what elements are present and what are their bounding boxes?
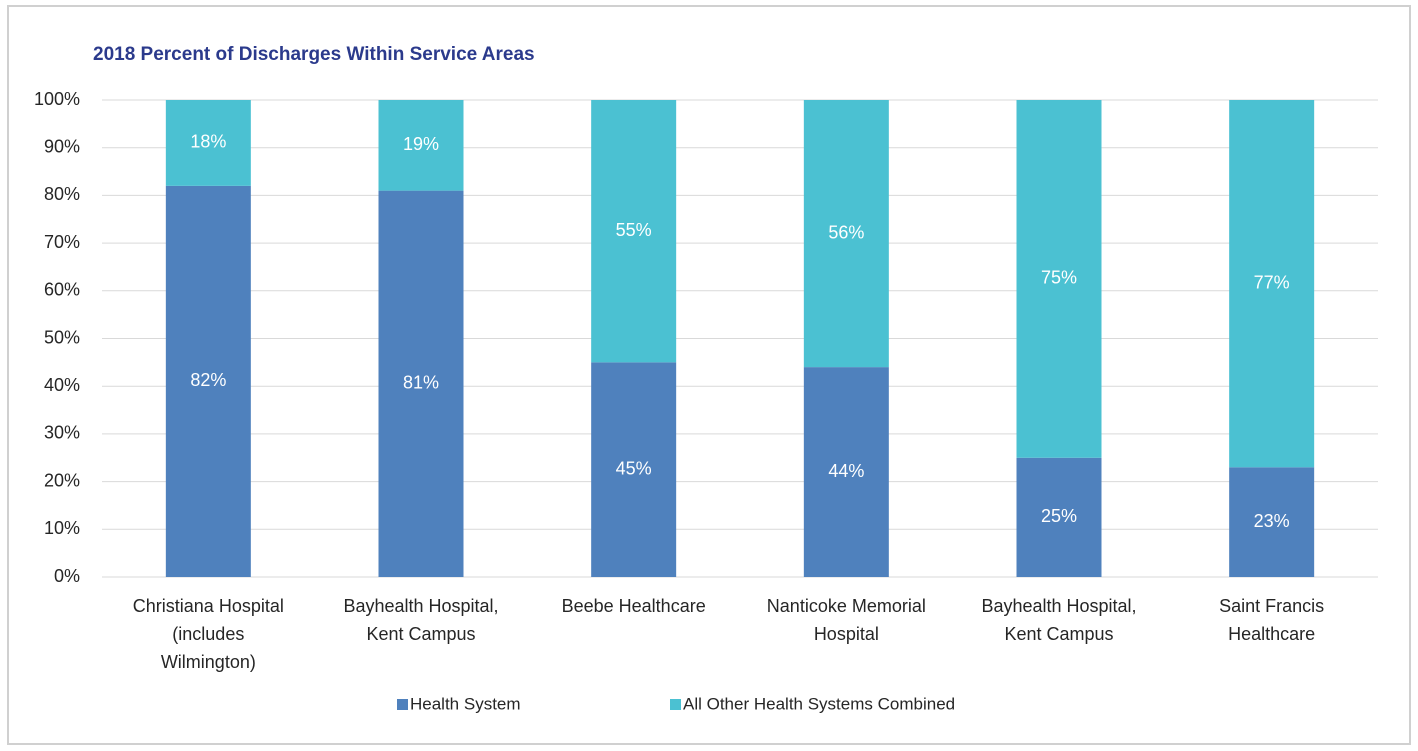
bar-segment xyxy=(378,190,464,577)
legend-swatch xyxy=(670,699,681,710)
bar-segment xyxy=(165,185,251,578)
data-label: 56% xyxy=(828,222,864,242)
bar-segment xyxy=(1229,467,1315,577)
y-tick-label: 100% xyxy=(34,89,80,109)
x-tick-label: Healthcare xyxy=(1228,624,1315,644)
y-tick-label: 50% xyxy=(44,327,80,347)
y-tick-label: 0% xyxy=(54,566,80,586)
x-tick-label: Bayhealth Hospital, xyxy=(981,596,1136,616)
legend-label: All Other Health Systems Combined xyxy=(683,694,955,713)
x-tick-label: Christiana Hospital xyxy=(133,596,284,616)
data-label: 55% xyxy=(616,220,652,240)
x-tick-label: Beebe Healthcare xyxy=(562,596,706,616)
y-tick-label: 70% xyxy=(44,232,80,252)
x-tick-label: Nanticoke Memorial xyxy=(767,596,926,616)
data-label: 44% xyxy=(828,461,864,481)
y-tick-label: 30% xyxy=(44,423,80,443)
data-label: 19% xyxy=(403,134,439,154)
x-tick-label: Hospital xyxy=(814,624,879,644)
x-tick-label: Saint Francis xyxy=(1219,596,1324,616)
x-tick-label: (includes xyxy=(172,624,244,644)
y-tick-label: 20% xyxy=(44,470,80,490)
data-label: 23% xyxy=(1254,511,1290,531)
bar-segment xyxy=(1229,100,1315,468)
data-label: 75% xyxy=(1041,268,1077,288)
bar-segment xyxy=(1016,457,1102,577)
chart-title: 2018 Percent of Discharges Within Servic… xyxy=(93,44,535,65)
bar-segment xyxy=(1016,100,1102,458)
x-tick-label: Kent Campus xyxy=(366,624,475,644)
legend-label: Health System xyxy=(410,694,521,713)
bar-segment xyxy=(803,100,889,368)
data-label: 81% xyxy=(403,373,439,393)
y-tick-label: 90% xyxy=(44,136,80,156)
y-tick-label: 60% xyxy=(44,280,80,300)
y-tick-label: 80% xyxy=(44,184,80,204)
data-label: 77% xyxy=(1254,272,1290,292)
y-tick-label: 10% xyxy=(44,518,80,538)
bar-segment xyxy=(591,362,677,577)
bar-segment xyxy=(803,367,889,577)
x-tick-label: Wilmington) xyxy=(161,652,256,672)
bar-segment xyxy=(165,100,251,186)
legend-swatch xyxy=(397,699,408,710)
data-label: 18% xyxy=(190,132,226,152)
y-tick-label: 40% xyxy=(44,375,80,395)
x-tick-label: Bayhealth Hospital, xyxy=(343,596,498,616)
x-tick-label: Kent Campus xyxy=(1004,624,1113,644)
data-label: 82% xyxy=(190,370,226,390)
data-label: 45% xyxy=(616,458,652,478)
data-label: 25% xyxy=(1041,506,1077,526)
bar-segment xyxy=(378,100,464,191)
bar-segment xyxy=(591,100,677,363)
